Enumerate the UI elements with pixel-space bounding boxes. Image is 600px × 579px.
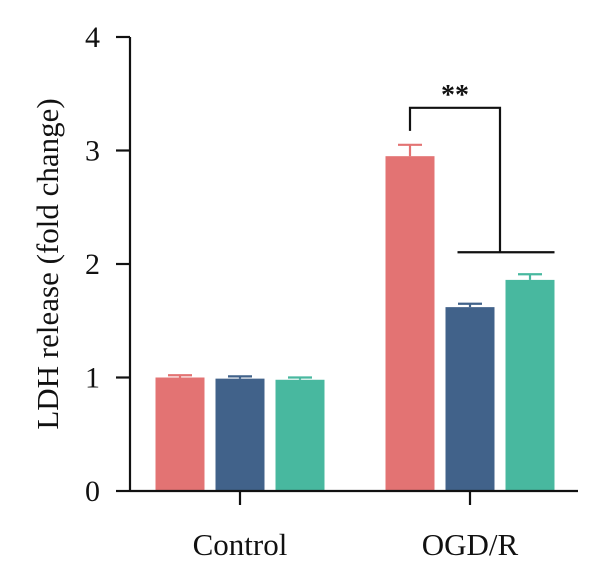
- y-tick-label-4: 4: [85, 21, 100, 54]
- y-tick-label-1: 1: [85, 362, 100, 395]
- y-tick-label-3: 3: [85, 135, 100, 168]
- bars-layer: [155, 156, 555, 492]
- y-axis-title: LDH release (fold change): [30, 98, 65, 429]
- bar-series0-cat0: [155, 377, 205, 491]
- ticks-layer: 0 1 2 3 4: [85, 21, 472, 508]
- y-tick-label-0: 0: [85, 475, 100, 508]
- significance-label: **: [441, 80, 469, 111]
- significance-bracket: [408, 106, 502, 253]
- bar-series0-cat1: [385, 156, 435, 492]
- bar-series1-cat0: [215, 378, 265, 491]
- bar-series2-cat0: [275, 379, 325, 491]
- error-bars-layer: [168, 143, 542, 380]
- category-label-control: Control: [193, 527, 288, 562]
- bar-series2-cat1: [505, 279, 555, 491]
- category-label-ogdr: OGD/R: [422, 527, 519, 562]
- annotation-layer: **: [408, 80, 555, 254]
- bar-series1-cat1: [445, 307, 495, 491]
- y-tick-label-2: 2: [85, 248, 100, 281]
